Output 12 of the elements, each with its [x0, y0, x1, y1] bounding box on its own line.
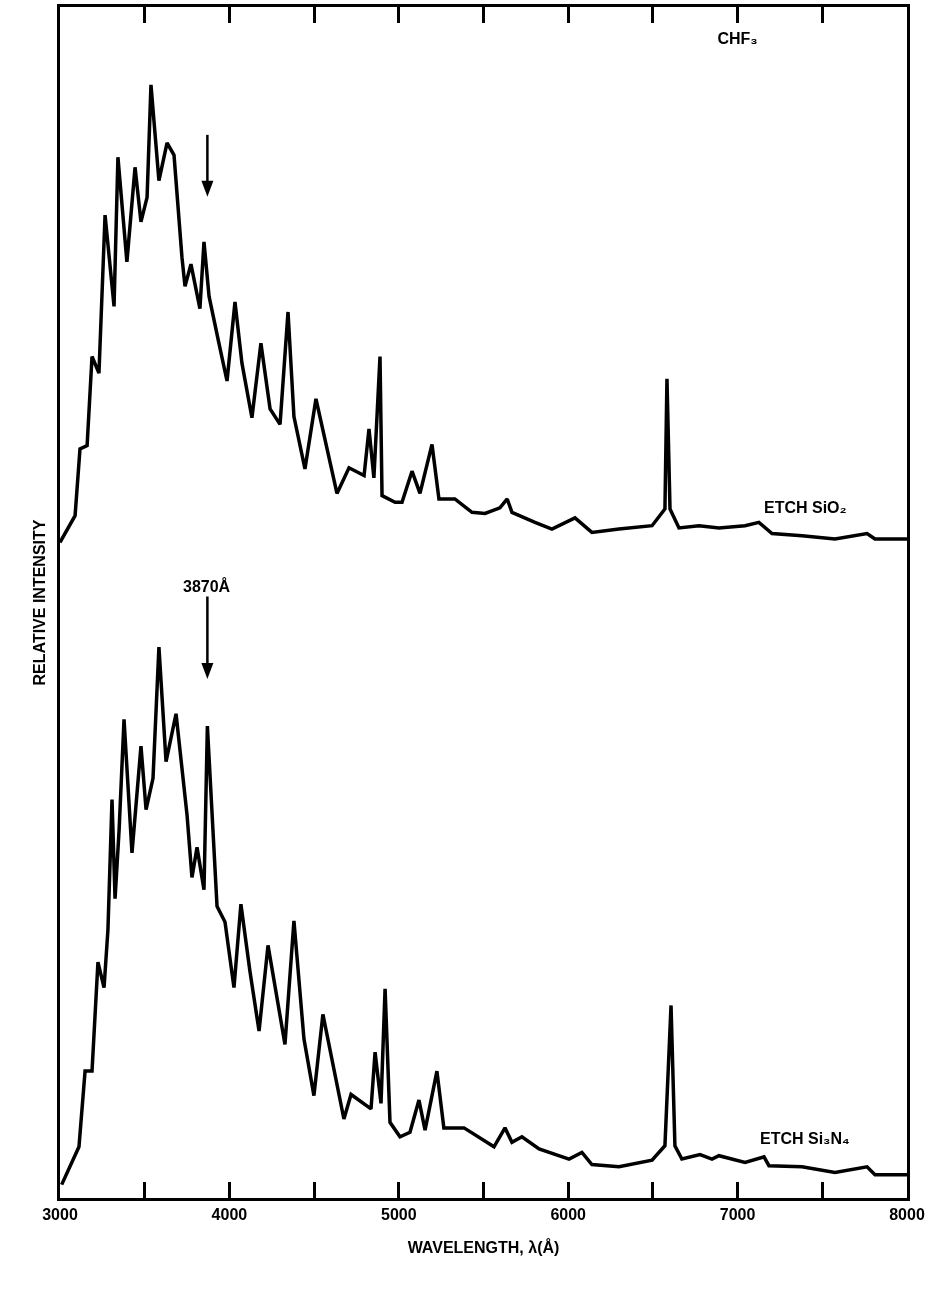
x-axis-title: WAVELENGTH, λ(Å)	[407, 1237, 560, 1256]
x-tick-label: 4000	[211, 1205, 248, 1223]
x-tick-label: 3000	[42, 1205, 78, 1223]
chart-title: CHF₃	[717, 29, 758, 47]
x-tick-label: 8000	[889, 1205, 925, 1223]
x-tick-label: 5000	[381, 1205, 417, 1223]
y-axis-title: RELATIVE INTENSITY	[31, 519, 49, 686]
series-label: ETCH Si₃N₄	[760, 1130, 850, 1147]
series-label: ETCH SiO₂	[764, 499, 847, 516]
x-tick-label: 7000	[719, 1205, 756, 1223]
annotation: 3870Å	[183, 577, 231, 595]
x-tick-label: 6000	[550, 1205, 587, 1223]
